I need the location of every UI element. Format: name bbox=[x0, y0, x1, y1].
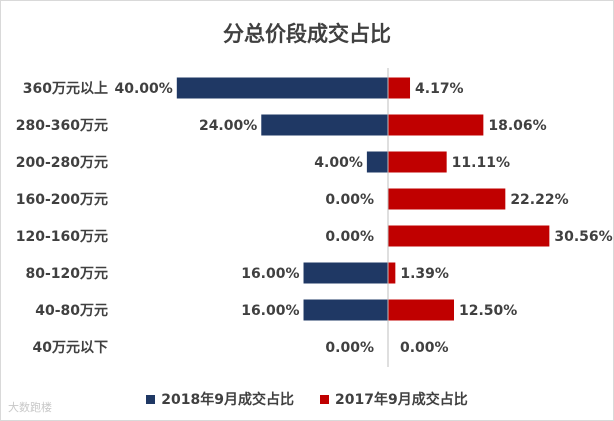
bar-2017 bbox=[388, 299, 454, 321]
data-label-2018: 24.00% bbox=[199, 118, 257, 134]
category-label: 280-360万元 bbox=[16, 118, 108, 134]
data-label-2017: 30.56% bbox=[554, 229, 612, 245]
bar-2018 bbox=[303, 299, 388, 321]
category-label: 200-280万元 bbox=[16, 155, 108, 171]
legend-swatch-2017 bbox=[320, 394, 329, 404]
data-label-2018: 16.00% bbox=[241, 303, 299, 319]
bar-2017 bbox=[388, 188, 506, 210]
data-label-2017: 22.22% bbox=[510, 192, 568, 208]
data-label-2017: 11.11% bbox=[452, 155, 510, 171]
bar-2017 bbox=[388, 262, 396, 284]
bar-2018 bbox=[366, 151, 388, 173]
chart-legend: 2018年9月成交占比 2017年9月成交占比 bbox=[0, 389, 614, 409]
category-label: 80-120万元 bbox=[25, 266, 108, 282]
bar-2018 bbox=[303, 262, 388, 284]
data-label-2018: 40.00% bbox=[114, 81, 172, 97]
bar-2018 bbox=[176, 77, 388, 99]
category-label: 40-80万元 bbox=[35, 303, 108, 319]
data-label-2017: 1.39% bbox=[400, 266, 449, 282]
watermark: 大数跑楼 bbox=[8, 401, 52, 414]
legend-item-2017: 2017年9月成交占比 bbox=[320, 389, 468, 409]
bar-2017 bbox=[388, 114, 484, 136]
category-label: 160-200万元 bbox=[16, 192, 108, 208]
data-label-2018: 0.00% bbox=[325, 340, 374, 356]
data-label-2017: 12.50% bbox=[459, 303, 517, 319]
data-label-2018: 0.00% bbox=[325, 192, 374, 208]
legend-swatch-2018 bbox=[146, 394, 156, 404]
data-label-2017: 0.00% bbox=[400, 340, 449, 356]
legend-label-2017: 2017年9月成交占比 bbox=[335, 392, 468, 408]
category-label: 360万元以上 bbox=[23, 81, 108, 97]
legend-item-2018: 2018年9月成交占比 bbox=[146, 389, 294, 409]
data-label-2018: 0.00% bbox=[325, 229, 374, 245]
data-label-2018: 16.00% bbox=[241, 266, 299, 282]
bar-2017 bbox=[388, 77, 411, 99]
data-label-2017: 18.06% bbox=[488, 118, 546, 134]
bar-2018 bbox=[261, 114, 388, 136]
category-label: 120-160万元 bbox=[16, 229, 108, 245]
legend-label-2018: 2018年9月成交占比 bbox=[161, 392, 294, 408]
chart-title: 分总价段成交占比 bbox=[223, 22, 391, 46]
bar-2017 bbox=[388, 225, 550, 247]
category-label: 40万元以下 bbox=[33, 340, 108, 356]
data-label-2018: 4.00% bbox=[314, 155, 363, 171]
data-label-2017: 4.17% bbox=[415, 81, 464, 97]
bar-2017 bbox=[388, 151, 447, 173]
